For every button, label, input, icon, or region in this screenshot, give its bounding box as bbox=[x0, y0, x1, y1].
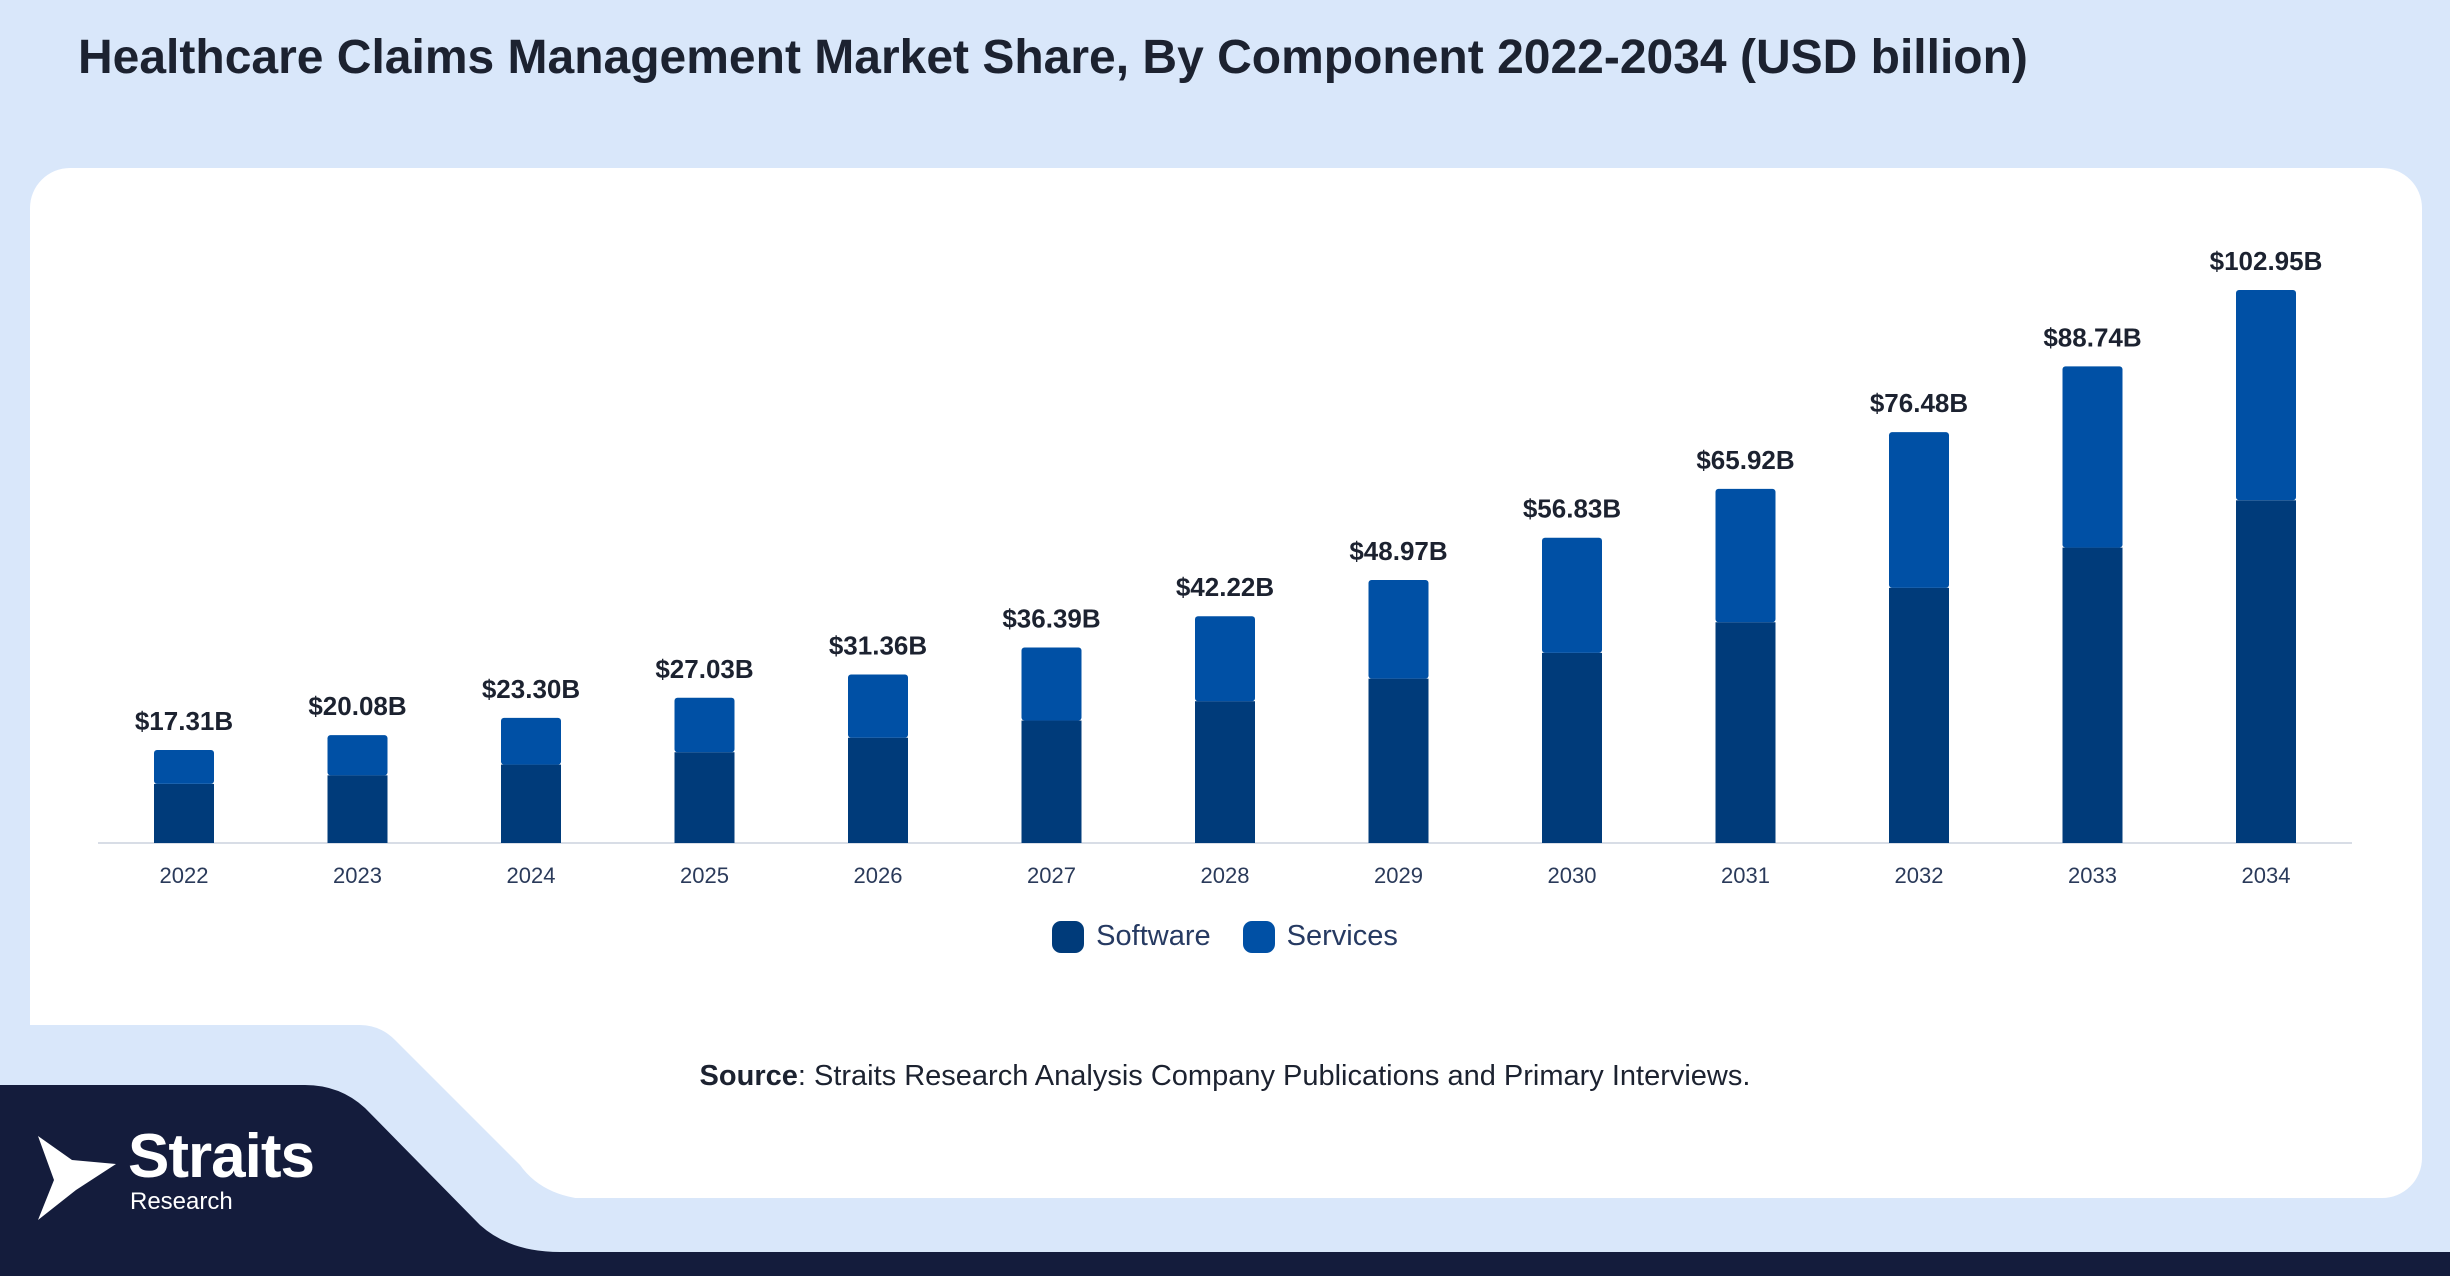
bars-group bbox=[154, 290, 2296, 843]
data-label-2031: $65.92B bbox=[1696, 445, 1794, 475]
page-title: Healthcare Claims Management Market Shar… bbox=[78, 31, 2028, 84]
bar-software-2026[interactable] bbox=[848, 737, 908, 843]
footer-wave-light bbox=[0, 1025, 2450, 1276]
bar-software-2030[interactable] bbox=[1542, 652, 1602, 843]
x-tick-label-2030: 2030 bbox=[1548, 863, 1597, 888]
x-tick-label-2031: 2031 bbox=[1721, 863, 1770, 888]
bar-services-2030[interactable] bbox=[1542, 537, 1602, 653]
bar-software-2032[interactable] bbox=[1889, 587, 1949, 843]
x-tick-label-2025: 2025 bbox=[680, 863, 729, 888]
bar-software-2031[interactable] bbox=[1715, 622, 1776, 843]
bar-software-2028[interactable] bbox=[1195, 701, 1255, 843]
bar-software-2027[interactable] bbox=[1021, 720, 1082, 843]
bar-software-2034[interactable] bbox=[2236, 500, 2296, 843]
data-label-2024: $23.30B bbox=[482, 674, 580, 704]
bar-software-2022[interactable] bbox=[154, 783, 214, 843]
logo-arrow-icon bbox=[38, 1136, 116, 1220]
legend-item-services[interactable]: Services bbox=[1242, 920, 1398, 953]
logo-wordmark: Straits bbox=[128, 1122, 315, 1191]
data-label-2030: $56.83B bbox=[1523, 494, 1621, 524]
data-label-2027: $36.39B bbox=[1002, 604, 1100, 634]
bar-services-2026[interactable] bbox=[848, 674, 908, 738]
bar-software-2024[interactable] bbox=[501, 764, 561, 843]
logo-subtitle: Research bbox=[130, 1188, 233, 1215]
bar-software-2029[interactable] bbox=[1368, 678, 1429, 843]
data-label-2029: $48.97B bbox=[1349, 536, 1447, 566]
data-label-2032: $76.48B bbox=[1870, 388, 1968, 418]
bar-services-2034[interactable] bbox=[2236, 290, 2296, 501]
data-label-2022: $17.31B bbox=[135, 706, 233, 736]
x-tick-label-2029: 2029 bbox=[1374, 863, 1423, 888]
data-label-2028: $42.22B bbox=[1176, 572, 1274, 602]
bar-services-2023[interactable] bbox=[327, 735, 388, 776]
legend-swatch-services bbox=[1242, 920, 1275, 953]
data-label-2034: $102.95B bbox=[2210, 246, 2323, 276]
bar-software-2023[interactable] bbox=[327, 775, 388, 843]
data-label-2033: $88.74B bbox=[2043, 322, 2141, 352]
source-note: Source: Straits Research Analysis Compan… bbox=[0, 1060, 2450, 1093]
data-label-2025: $27.03B bbox=[655, 654, 753, 684]
legend-swatch-software bbox=[1052, 920, 1085, 953]
bar-software-2025[interactable] bbox=[674, 752, 735, 843]
bar-software-2033[interactable] bbox=[2062, 547, 2123, 843]
legend-label-software: Software bbox=[1096, 920, 1211, 952]
data-label-2023: $20.08B bbox=[308, 691, 406, 721]
x-tick-label-2024: 2024 bbox=[507, 863, 556, 888]
bar-services-2033[interactable] bbox=[2062, 366, 2123, 548]
x-tick-label-2022: 2022 bbox=[160, 863, 209, 888]
footer-band bbox=[0, 1085, 2450, 1276]
x-tick-label-2028: 2028 bbox=[1201, 863, 1250, 888]
labels-group: $17.31B 2022 $20.08B 2023 $23.30B 2024 $27.03B… bbox=[135, 246, 2323, 888]
x-tick-label-2033: 2033 bbox=[2068, 863, 2117, 888]
bar-services-2029[interactable] bbox=[1368, 579, 1429, 679]
data-label-2026: $31.36B bbox=[829, 631, 927, 661]
bar-services-2027[interactable] bbox=[1021, 647, 1082, 721]
bar-services-2028[interactable] bbox=[1195, 616, 1255, 702]
x-tick-label-2034: 2034 bbox=[2242, 863, 2291, 888]
x-tick-label-2026: 2026 bbox=[854, 863, 903, 888]
legend-item-software[interactable]: Software bbox=[1052, 920, 1211, 953]
bar-services-2022[interactable] bbox=[154, 750, 214, 784]
x-tick-label-2032: 2032 bbox=[1895, 863, 1944, 888]
bar-services-2024[interactable] bbox=[501, 717, 561, 765]
x-tick-label-2023: 2023 bbox=[333, 863, 382, 888]
legend-label-services: Services bbox=[1286, 920, 1398, 952]
x-tick-label-2027: 2027 bbox=[1027, 863, 1076, 888]
source-text: : Straits Research Analysis Company Publ… bbox=[797, 1060, 1751, 1092]
bar-services-2031[interactable] bbox=[1715, 488, 1776, 623]
source-label: Source bbox=[699, 1060, 798, 1092]
straits-research-logo: Straits Research bbox=[36, 1126, 356, 1230]
bar-services-2025[interactable] bbox=[674, 697, 735, 753]
legend: Software Services bbox=[0, 920, 2450, 953]
bar-services-2032[interactable] bbox=[1889, 432, 1949, 588]
